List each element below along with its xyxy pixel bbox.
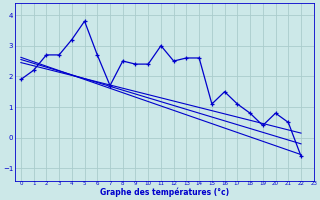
X-axis label: Graphe des températures (°c): Graphe des températures (°c) (100, 188, 229, 197)
